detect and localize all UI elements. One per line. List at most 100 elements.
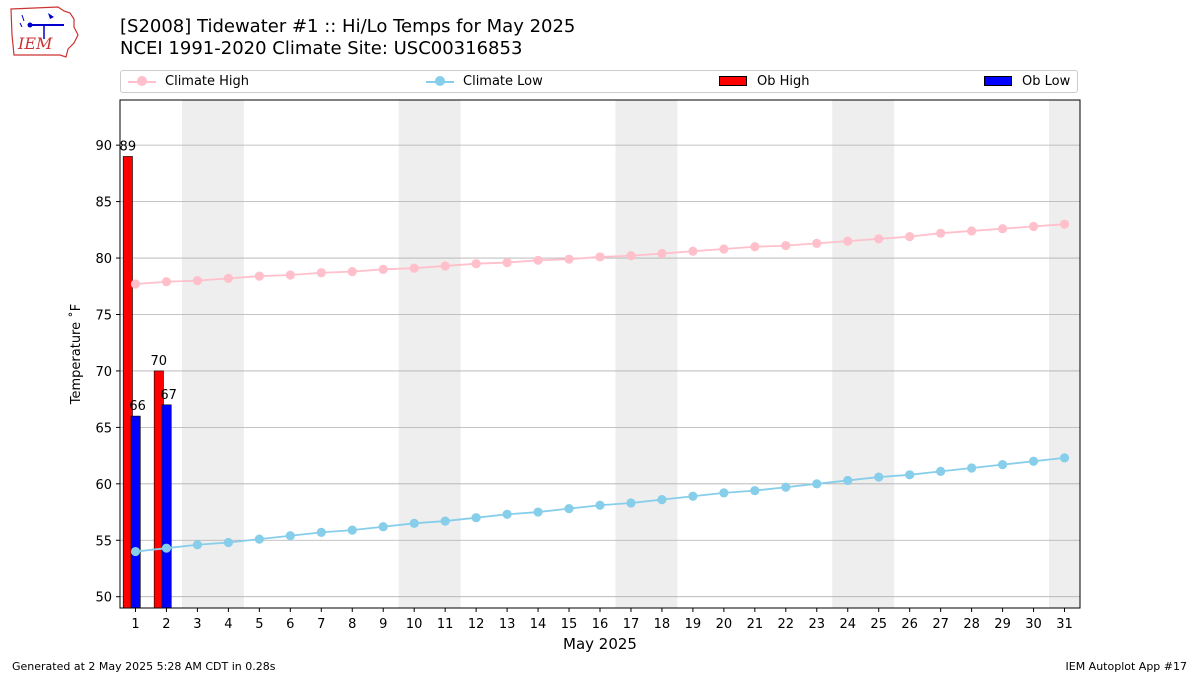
- x-tick-label: 27: [932, 617, 949, 632]
- footer-app-text: IEM Autoplot App #17: [1065, 660, 1188, 673]
- climate-high-point: [688, 246, 698, 256]
- x-tick-label: 16: [592, 617, 609, 632]
- ob-low-label: 66: [129, 399, 146, 414]
- x-tick-label: 2: [162, 617, 170, 632]
- x-tick-label: 8: [348, 617, 356, 632]
- climate-low-point: [936, 466, 946, 477]
- climate-low-point: [657, 495, 667, 505]
- chart-legend: Climate High Climate Low Ob High Ob Low: [120, 70, 1078, 93]
- climate-high-point: [936, 228, 946, 238]
- y-tick-label: 50: [95, 591, 112, 606]
- climate-low-point: [997, 460, 1008, 470]
- climate-high-point: [657, 248, 667, 259]
- climate-low-point: [719, 488, 729, 498]
- legend-box-swatch: [984, 76, 1012, 86]
- logo-text: IEM: [17, 34, 53, 53]
- climate-high-point: [316, 268, 326, 278]
- x-tick-label: 23: [809, 617, 826, 632]
- climate-low-point: [161, 543, 172, 553]
- climate-low-point: [502, 509, 512, 519]
- chart-subtitle: NCEI 1991-2020 Climate Site: USC00316853: [120, 38, 523, 59]
- climate-high-point: [595, 252, 605, 262]
- climate-high-point: [130, 279, 141, 289]
- climate-high-point: [192, 276, 203, 286]
- x-tick-label: 31: [1056, 617, 1073, 632]
- y-axis-label: Temperature ˚F: [68, 304, 84, 405]
- climate-high-point: [781, 241, 791, 251]
- x-tick-label: 28: [963, 617, 980, 632]
- weekend-shade: [1049, 100, 1080, 608]
- x-tick-label: 14: [530, 617, 547, 632]
- x-tick-label: 11: [437, 617, 454, 632]
- climate-low-point: [626, 498, 636, 508]
- climate-high-point: [843, 236, 853, 246]
- climate-high-point: [997, 224, 1008, 234]
- y-tick-label: 55: [95, 534, 112, 549]
- y-tick-label: 80: [95, 252, 112, 267]
- chart-title-block: [S2008] Tidewater #1 :: Hi/Lo Temps for …: [120, 16, 575, 60]
- x-tick-label: 4: [224, 617, 232, 632]
- x-tick-label: 5: [255, 617, 263, 632]
- climate-high-point: [719, 244, 729, 254]
- y-tick-label: 75: [95, 308, 112, 323]
- x-tick-label: 18: [654, 617, 671, 632]
- climate-low-point: [905, 470, 915, 480]
- climate-low-point: [595, 500, 605, 510]
- weekend-shade: [832, 100, 895, 608]
- climate-high-point: [378, 264, 388, 274]
- climate-high-point: [967, 226, 977, 236]
- climate-low-point: [378, 522, 388, 532]
- climate-high-point: [1028, 221, 1039, 232]
- x-tick-label: 22: [778, 617, 795, 632]
- legend-label: Ob Low: [1022, 74, 1071, 89]
- climate-high-point: [223, 273, 233, 283]
- x-tick-label: 24: [839, 617, 856, 632]
- climate-low-point: [223, 537, 233, 548]
- chart-title: [S2008] Tidewater #1 :: Hi/Lo Temps for …: [120, 16, 576, 37]
- legend-label: Climate Low: [463, 74, 543, 89]
- ob-high-label: 70: [151, 354, 168, 369]
- weekend-shade: [398, 100, 461, 608]
- x-tick-label: 6: [286, 617, 294, 632]
- y-tick-label: 90: [95, 139, 112, 154]
- climate-low-point: [409, 518, 419, 528]
- climate-low-point: [564, 504, 574, 514]
- climate-high-point: [874, 234, 884, 244]
- x-tick-label: 13: [499, 617, 516, 632]
- y-tick-label: 65: [95, 421, 112, 436]
- ob-high-label: 89: [120, 139, 137, 154]
- climate-high-point: [812, 238, 822, 248]
- x-tick-label: 10: [406, 617, 423, 632]
- x-tick-label: 29: [994, 617, 1011, 632]
- climate-low-point: [1028, 456, 1039, 466]
- climate-low-point: [285, 531, 295, 541]
- x-tick-label: 19: [685, 617, 702, 632]
- climate-low-point: [533, 507, 543, 517]
- x-tick-label: 15: [561, 617, 578, 632]
- climate-high-point: [1059, 219, 1070, 229]
- climate-high-point: [564, 254, 574, 264]
- climate-low-point: [471, 513, 481, 523]
- climate-low-point: [192, 540, 203, 550]
- climate-high-point: [905, 231, 915, 242]
- x-tick-label: 17: [623, 617, 640, 632]
- legend-box-swatch: [719, 76, 747, 86]
- plot-frame: [119, 99, 1081, 609]
- footer-generated-text: Generated at 2 May 2025 5:28 AM CDT in 0…: [12, 660, 276, 673]
- climate-high-point: [440, 261, 450, 271]
- climate-low-point: [688, 491, 698, 501]
- weekend-shade: [181, 100, 244, 608]
- climate-low-point: [254, 534, 264, 544]
- climate-high-point: [502, 257, 512, 268]
- ob-low-bar: [161, 404, 172, 608]
- x-tick-label: 7: [317, 617, 325, 632]
- climate-high-point: [626, 251, 636, 261]
- climate-low-point: [812, 479, 822, 489]
- ob-low-bar: [130, 415, 141, 608]
- climate-high-point: [533, 255, 543, 265]
- x-tick-label: 3: [193, 617, 201, 632]
- climate-high-point: [285, 270, 295, 280]
- climate-low-point: [781, 482, 791, 492]
- climate-low-point: [750, 485, 760, 496]
